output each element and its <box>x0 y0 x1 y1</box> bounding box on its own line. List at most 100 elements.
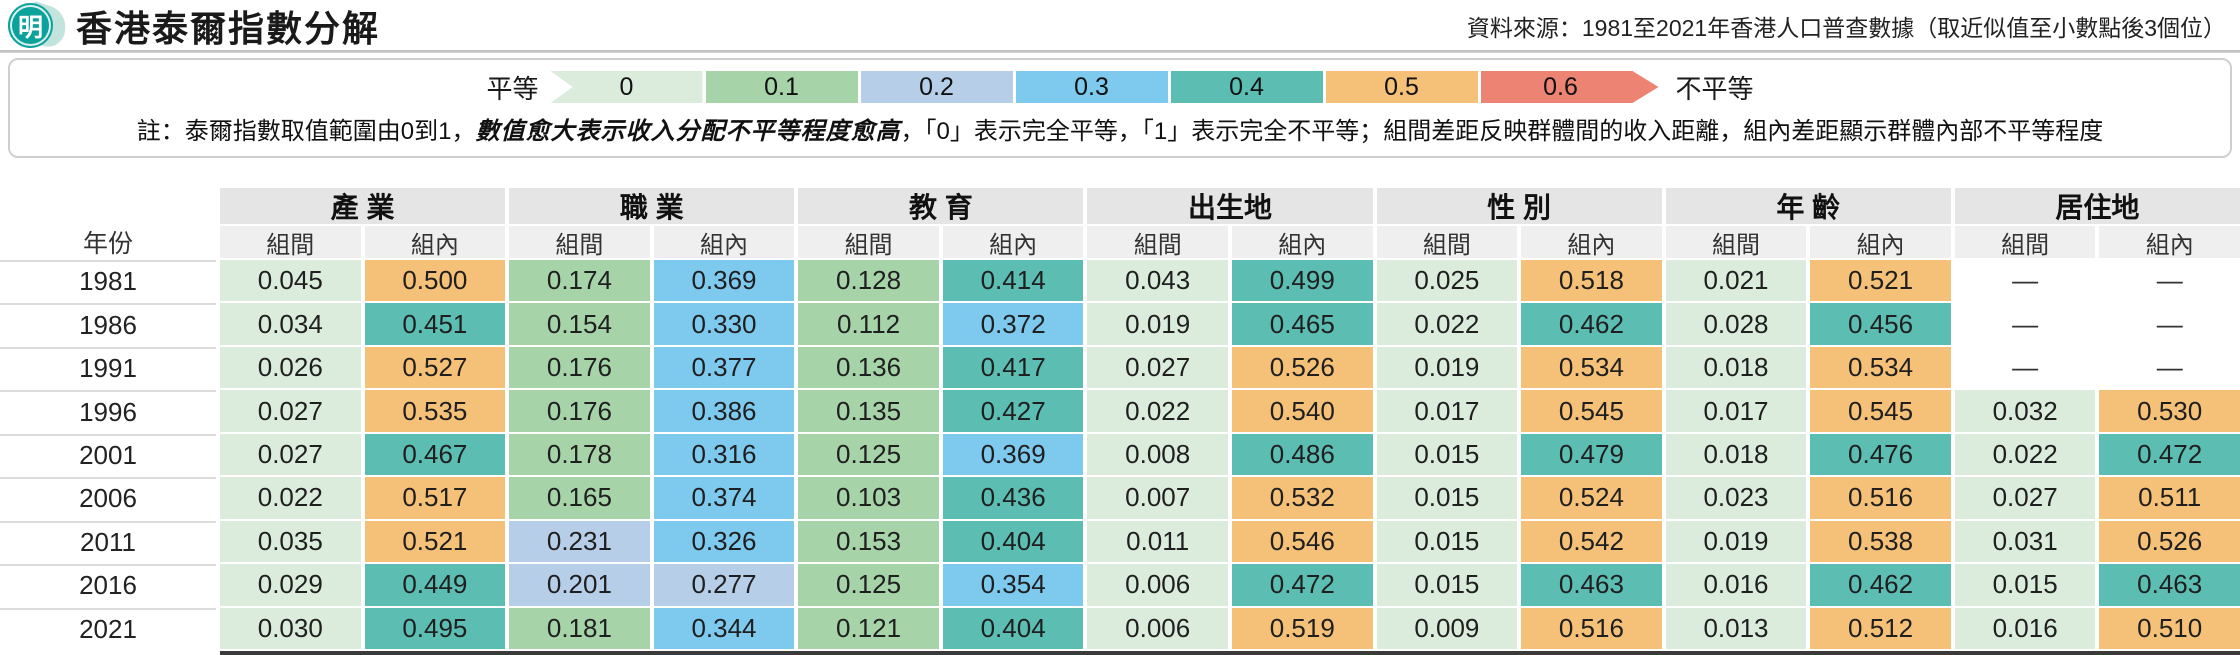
value-cell-empty: — <box>1954 260 2096 302</box>
value-cell: 0.125 <box>798 564 939 606</box>
theil-index-table: 產 業職 業教 育出生地性 別年 齡居住地 年份 組間 組內 組間 組內 組間 組內 組間 組內組… <box>0 188 2240 655</box>
value-cell: 0.035 <box>220 520 361 563</box>
group-header-cell: 職 業 <box>509 188 795 224</box>
year-cell: 1981 <box>0 260 216 302</box>
group-header-cell: 性 別 <box>1376 188 1662 224</box>
subheader-cell: 組間 <box>1954 226 2096 259</box>
page-title: 香港泰爾指數分解 <box>76 8 381 49</box>
value-cell: 0.022 <box>1376 303 1518 345</box>
value-cell: 0.027 <box>1954 477 2096 519</box>
legend-bucket-0.6: 0.6 <box>1481 71 1659 103</box>
value-cell: 0.467 <box>364 433 506 476</box>
value-cell-empty: — <box>1954 303 2096 345</box>
value-cell: 0.009 <box>1376 607 1518 649</box>
value-cell: 0.135 <box>798 390 939 432</box>
value-cell: 0.019 <box>1376 346 1518 389</box>
value-cell: 0.456 <box>1810 303 1951 345</box>
value-cell: 0.015 <box>1954 564 2096 606</box>
subheader-cell: 組內 <box>364 226 506 259</box>
value-cell: 0.030 <box>220 607 361 649</box>
subheader-cell: 組內 <box>1810 226 1951 259</box>
legend-bucket-0.4: 0.4 <box>1170 71 1323 103</box>
value-cell: 0.462 <box>1521 303 1662 345</box>
value-cell: 0.519 <box>1231 607 1373 649</box>
value-cell: 0.006 <box>1087 564 1228 606</box>
year-cell: 2006 <box>0 477 216 519</box>
value-cell: 0.530 <box>2099 390 2240 432</box>
color-scale-legend: 平等 0 0.1 0.2 0.3 0.4 0.5 0.6 不平等 <box>28 70 2212 104</box>
value-cell: 0.022 <box>220 477 361 519</box>
group-header-cell: 產 業 <box>220 188 506 224</box>
value-cell: 0.021 <box>1665 260 1807 302</box>
subheader-cell: 組間 <box>1665 226 1807 259</box>
value-cell: 0.372 <box>942 303 1084 345</box>
value-cell: 0.374 <box>653 477 795 519</box>
value-cell: 0.512 <box>1810 607 1951 649</box>
value-cell: 0.354 <box>942 564 1084 606</box>
value-cell: 0.369 <box>653 260 795 302</box>
data-source-note: 資料來源：1981至2021年香港人口普查數據（取近似值至小數點後3個位） <box>1466 15 2226 41</box>
subheader-cell: 組內 <box>942 226 1084 259</box>
subheader-cell: 組內 <box>653 226 795 259</box>
value-cell: 0.029 <box>220 564 361 606</box>
value-cell: 0.028 <box>1665 303 1807 345</box>
subheader-cell: 組內 <box>1521 226 1662 259</box>
value-cell: 0.326 <box>653 520 795 563</box>
legend-unequal-label: 不平等 <box>1675 73 1754 104</box>
value-cell: 0.540 <box>1231 390 1373 432</box>
value-cell: 0.499 <box>1231 260 1373 302</box>
value-cell: 0.404 <box>942 520 1084 563</box>
year-cell: 1991 <box>0 346 216 389</box>
year-column-header: 年份 <box>0 226 216 258</box>
value-cell: 0.043 <box>1087 260 1228 302</box>
value-cell: 0.045 <box>220 260 361 302</box>
footnote-suffix: ，「0」表示完全平等，「1」表示完全不平等；組間差距反映群體間的收入距離，組內差… <box>900 118 2104 145</box>
subheader-cell: 組間 <box>509 226 650 259</box>
value-cell: 0.112 <box>798 303 939 345</box>
value-cell: 0.013 <box>1665 607 1807 649</box>
page-header: 明 香港泰爾指數分解 資料來源：1981至2021年香港人口普查數據（取近似值至… <box>0 0 2240 51</box>
value-cell: 0.500 <box>364 260 506 302</box>
value-cell: 0.174 <box>509 260 650 302</box>
value-cell: 0.521 <box>364 520 506 563</box>
value-cell: 0.019 <box>1665 520 1807 563</box>
mingpao-logo: 明 <box>8 1 72 51</box>
value-cell: 0.007 <box>1087 477 1228 519</box>
value-cell: 0.176 <box>509 390 650 432</box>
value-cell: 0.404 <box>942 607 1084 649</box>
value-cell: 0.015 <box>1376 433 1518 476</box>
footnote-bold: 數值愈大表示收入分配不平等程度愈高 <box>475 118 901 145</box>
value-cell: 0.330 <box>653 303 795 345</box>
value-cell: 0.017 <box>1665 390 1807 432</box>
value-cell: 0.545 <box>1810 390 1951 432</box>
value-cell: 0.517 <box>364 477 506 519</box>
value-cell: 0.015 <box>1376 477 1518 519</box>
value-cell: 0.201 <box>509 564 650 606</box>
value-cell: 0.526 <box>2099 520 2240 563</box>
value-cell: 0.546 <box>1231 520 1373 563</box>
value-cell: 0.015 <box>1376 564 1518 606</box>
value-cell: 0.535 <box>364 390 506 432</box>
value-cell: 0.008 <box>1087 433 1228 476</box>
value-cell: 0.486 <box>1231 433 1373 476</box>
value-cell: 0.495 <box>364 607 506 649</box>
value-cell: 0.016 <box>1954 607 2096 649</box>
value-cell: 0.016 <box>1665 564 1807 606</box>
legend-equal-label: 平等 <box>486 73 539 104</box>
value-cell: 0.436 <box>942 477 1084 519</box>
value-cell: 0.153 <box>798 520 939 563</box>
subheader-cell: 組間 <box>1376 226 1518 259</box>
value-cell: 0.414 <box>942 260 1084 302</box>
year-cell: 1996 <box>0 390 216 432</box>
value-cell: 0.538 <box>1810 520 1951 563</box>
value-cell: 0.018 <box>1665 346 1807 389</box>
value-cell: 0.176 <box>509 346 650 389</box>
value-cell: 0.027 <box>220 390 361 432</box>
subheader-cell: 組間 <box>1087 226 1228 259</box>
logo-circle: 明 <box>8 3 53 48</box>
value-cell: 0.022 <box>1087 390 1228 432</box>
value-cell: 0.032 <box>1954 390 2096 432</box>
subheader-cell: 組間 <box>798 226 939 259</box>
value-cell: 0.026 <box>220 346 361 389</box>
group-header-cell: 出生地 <box>1087 188 1373 224</box>
